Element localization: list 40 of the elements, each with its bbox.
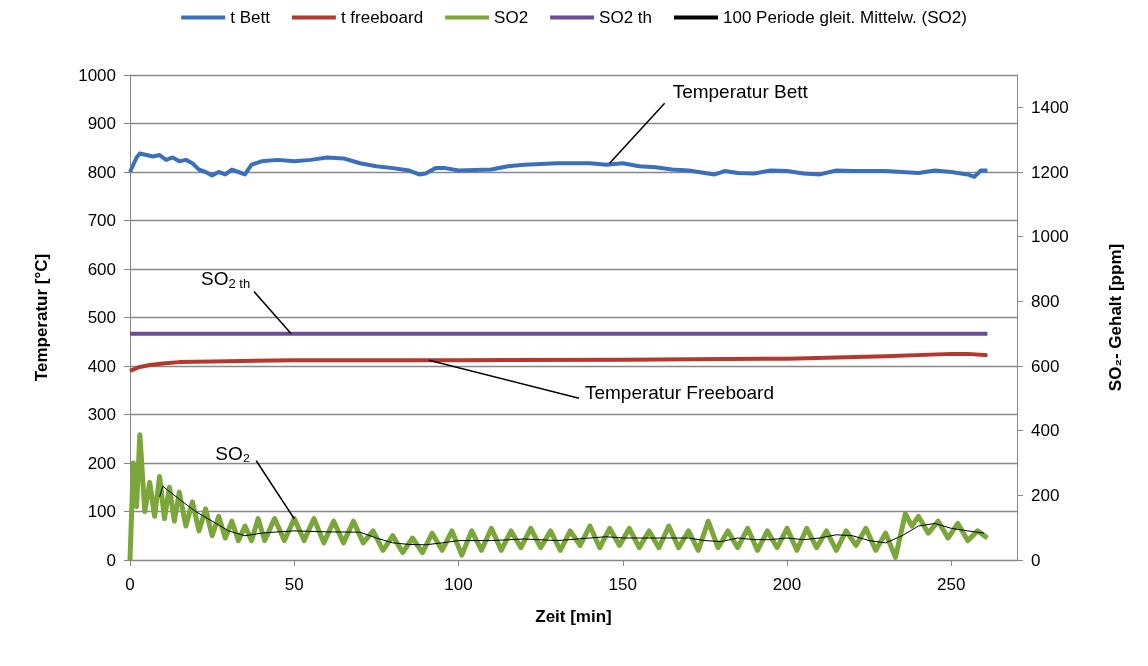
y-tick-label: 500	[87, 308, 116, 327]
x-tick-label: 0	[125, 575, 135, 594]
line-series	[159, 485, 985, 546]
y-tick-label: 100	[87, 502, 116, 521]
y-axis-title: Temperatur [°C]	[32, 253, 51, 382]
x-tick-label: 100	[444, 575, 473, 594]
y2-tick-label: 0	[1031, 550, 1041, 570]
x-axis-title: Zeit [min]	[535, 607, 612, 626]
y-tick-label: 700	[87, 211, 116, 230]
y2-tick-label: 600	[1031, 356, 1060, 376]
y2-tick-label: 1400	[1031, 97, 1069, 117]
y-tick-label: 1000	[78, 65, 116, 85]
y-tick-label: 900	[87, 114, 116, 133]
x-tick-label: 150	[608, 575, 637, 594]
line-series	[128, 151, 990, 179]
y2-tick-label: 1000	[1031, 227, 1069, 247]
annotation: Temperatur Freeboard	[584, 382, 774, 405]
y2-axis-title: SO₂- Gehalt [ppm]	[1106, 243, 1125, 392]
y-tick-label: 0	[106, 550, 116, 570]
y-tick-label: 300	[87, 405, 116, 424]
y-tick-label: 200	[87, 453, 116, 473]
legend-label: t freeboard	[340, 8, 424, 27]
legend-label: SO2	[494, 8, 529, 27]
y-tick-label: 800	[87, 162, 116, 182]
y-tick-label: 400	[87, 356, 116, 376]
annotation: Temperatur Bett	[672, 81, 808, 104]
y2-tick-label: 800	[1031, 291, 1060, 311]
annotation: SO₂	[215, 442, 251, 465]
y-tick-label: 600	[87, 259, 116, 279]
y2-tick-label: 400	[1031, 421, 1060, 441]
legend-label: 100 Periode gleit. Mittelw. (SO2)	[723, 8, 967, 27]
legend-label: SO2 th	[599, 8, 653, 27]
y2-tick-label: 1200	[1031, 162, 1069, 182]
line-series	[128, 351, 990, 373]
annotation: SO$_{2 th}$	[200, 267, 251, 293]
x-tick-label: 50	[284, 575, 304, 594]
legend-label: t Bett	[230, 8, 271, 27]
x-tick-label: 200	[772, 575, 802, 594]
y2-tick-label: 200	[1031, 485, 1060, 505]
x-tick-label: 250	[937, 575, 966, 594]
